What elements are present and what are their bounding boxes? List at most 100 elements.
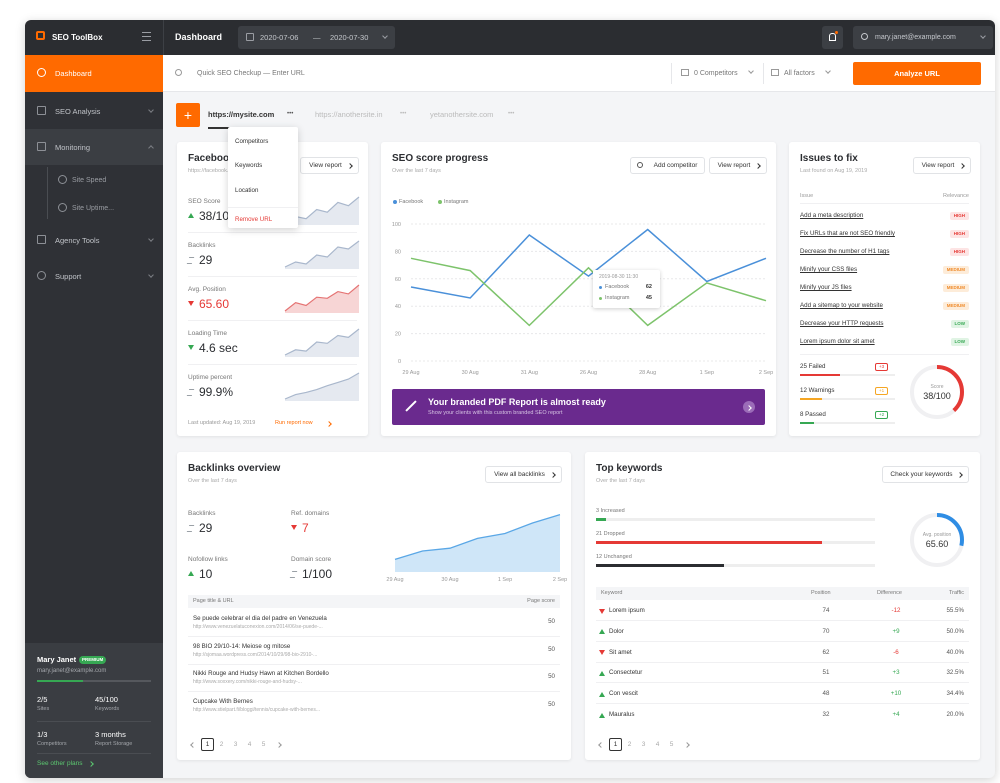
divider [188, 276, 357, 277]
divider [596, 640, 969, 642]
dropdown-item[interactable]: Keywords [235, 162, 263, 169]
page-button[interactable]: 2 [219, 741, 224, 748]
submenu-item[interactable]: Site Speed [72, 176, 107, 184]
page-button[interactable]: 3 [641, 741, 646, 748]
user-email: mary.janet@example.com [875, 34, 956, 41]
factors-icon [771, 69, 779, 76]
stat-value: 3 months [95, 730, 126, 739]
competitors-select[interactable]: 0 Competitors [694, 70, 738, 77]
url-tab[interactable]: yetanothersite.com [430, 110, 494, 119]
add-url-button[interactable]: + [176, 103, 200, 127]
view-report-button[interactable]: View report [300, 157, 359, 174]
issue-link[interactable]: Add a sitemap to your website [800, 302, 883, 309]
run-report-link[interactable]: Run report now [275, 420, 313, 426]
trend-down-icon [188, 345, 194, 350]
tab-more-button[interactable]: ••• [287, 111, 294, 117]
issue-link[interactable]: Minify your CSS files [800, 266, 858, 273]
app-window: SEO ToolBox Dashboard 2020-07-06 — 2020-07-3… [25, 20, 995, 778]
tab-more-button[interactable]: ••• [508, 111, 515, 117]
page-button[interactable]: 5 [669, 741, 674, 748]
issue-link[interactable]: Decrease your HTTP requests [800, 320, 884, 327]
button-label: Analyze URL [894, 69, 940, 78]
chevron-icon [88, 761, 94, 767]
page-button[interactable]: 2 [627, 741, 632, 748]
page-button[interactable]: 4 [655, 741, 660, 748]
summary-label: 25 Failed [800, 363, 826, 370]
x-tick-label: 29 Aug [402, 370, 419, 376]
issue-link[interactable]: Fix URLs that are not SEO friendly [800, 230, 895, 237]
change-track [596, 518, 875, 521]
table-header-bg [596, 587, 969, 600]
divider [800, 203, 969, 204]
stat-label: Competitors [37, 741, 67, 747]
view-report-button[interactable]: View report [709, 157, 767, 174]
report-banner[interactable]: Your branded PDF Report is almost ready S… [392, 389, 765, 425]
menu-item[interactable]: Support [55, 271, 82, 281]
view-report-button[interactable]: View report [913, 157, 971, 174]
page-button[interactable]: 4 [247, 741, 252, 748]
stat-label: Sites [37, 706, 50, 712]
plans-link[interactable]: See other plans [37, 760, 83, 767]
dropdown-item[interactable]: Location [235, 187, 259, 194]
divider [188, 636, 560, 637]
issue-link[interactable]: Lorem ipsum dolor sit amet [800, 338, 875, 345]
chevron-icon [326, 420, 332, 427]
page-title: Nikki Rouge and Hudsy Hawn at Kitchen Bo… [193, 670, 329, 677]
change-fill [596, 518, 606, 521]
date-range[interactable]: 2020-07-06 — 2020-07-30 [238, 26, 395, 49]
issue-link[interactable]: Add a meta description [800, 212, 864, 219]
menu-icon [37, 106, 46, 115]
relevance-badge: HIGH [949, 229, 969, 238]
calendar-icon [246, 33, 254, 41]
url-input[interactable]: Quick SEO Checkup — Enter URL [197, 70, 305, 77]
tooltip-title: 2019-08-30 11:30 [599, 274, 639, 280]
chevron-icon [957, 471, 963, 478]
issue-link[interactable]: Minify your JS files [800, 284, 852, 291]
menu-toggle-line [142, 32, 151, 33]
url-tab[interactable]: https://mysite.com [208, 110, 275, 119]
stat-value: 2/5 [37, 695, 48, 704]
menu-item[interactable]: SEO Analysis [55, 106, 101, 116]
column-header: Traffic [949, 590, 964, 596]
summary-change: +2 [875, 410, 889, 419]
issues-card: Issues to fix Last found on Aug 19, 2019 V… [789, 142, 980, 436]
position: 70 [822, 627, 830, 635]
dropdown-item[interactable]: Remove URL [235, 216, 273, 223]
menu-item[interactable]: Agency Tools [55, 235, 100, 245]
factors-select[interactable]: All factors [784, 70, 815, 77]
add-competitor-button[interactable]: Add competitor [630, 157, 705, 174]
user-menu[interactable]: mary.janet@example.com [853, 26, 993, 49]
menu-item[interactable]: Monitoring [55, 142, 91, 152]
table-header-bg [188, 595, 560, 608]
analyze-button[interactable]: Analyze URL [853, 62, 981, 85]
button-label: View report [921, 161, 955, 169]
page-button[interactable]: 5 [261, 741, 266, 748]
change-label: 21 Dropped [596, 531, 625, 537]
page-button[interactable]: 1 [201, 738, 214, 751]
tab-more-button[interactable]: ••• [400, 111, 407, 117]
submenu-item[interactable]: Site Uptime... [72, 204, 115, 212]
page-button[interactable]: 1 [609, 738, 622, 751]
divider [188, 320, 357, 321]
chart-tooltip: 2019-08-30 11:30 Facebook 62 Instagram 45 [593, 270, 660, 308]
trend-down-icon [291, 525, 297, 530]
card-title: Top keywords [596, 463, 663, 474]
keywords-card: Top keywords Over the last 7 days Check yo… [585, 452, 980, 760]
dropdown-item[interactable]: Competitors [235, 138, 269, 145]
trend-up-icon [599, 629, 605, 635]
metric-label: Backlinks [188, 242, 216, 249]
page-button[interactable]: 3 [233, 741, 238, 748]
notifications-button[interactable] [822, 26, 843, 49]
url-tab[interactable]: https://anothersite.in [315, 110, 383, 119]
check-keywords-button[interactable]: Check your keywords [882, 466, 969, 483]
menu-item[interactable]: Dashboard [55, 68, 92, 78]
last-updated: Last updated: Aug 19, 2019 [188, 420, 256, 426]
date-separator: — [313, 33, 321, 42]
legend-label: Instagram [444, 198, 469, 205]
toolbar: Quick SEO Checkup — Enter URL 0 Competito… [163, 55, 995, 92]
relevance-badge: LOW [950, 337, 969, 346]
view-backlinks-button[interactable]: View all backlinks [485, 466, 562, 483]
metric-value: 29 [199, 253, 213, 267]
issue-link[interactable]: Decrease the number of H1 tags [800, 248, 890, 255]
